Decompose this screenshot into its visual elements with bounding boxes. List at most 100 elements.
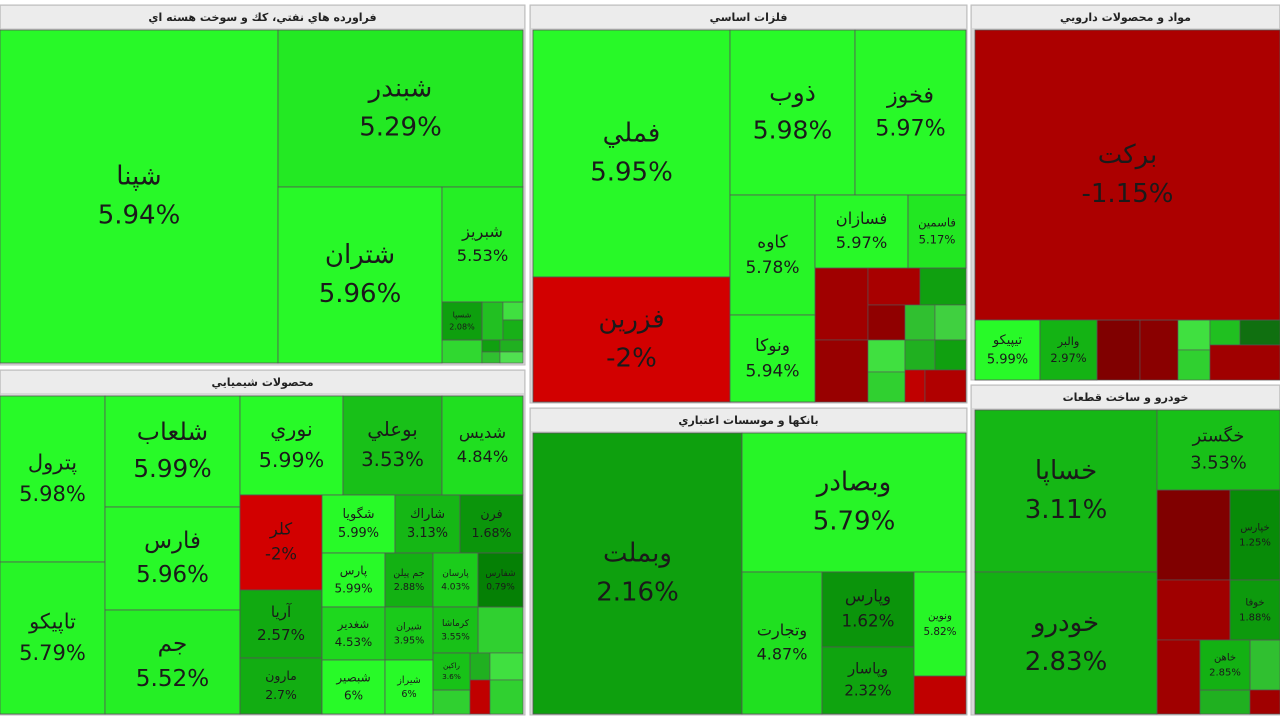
tile: [729, 314, 816, 403]
minor-tile: [814, 339, 869, 403]
tile-value-label: 5.82%: [923, 626, 956, 638]
minor-tile: [441, 339, 483, 364]
tile: [104, 506, 241, 611]
minor-tile: [924, 369, 967, 403]
tile-name: ذوب: [769, 78, 816, 108]
tile-value-label: 1.68%: [471, 525, 511, 540]
panel-title: خودرو و ساخت قطعات: [1063, 391, 1189, 404]
tile-value-label: 5.94%: [745, 361, 799, 381]
tile-value-label: 6%: [401, 689, 416, 700]
tile: [907, 194, 967, 269]
tile-name: تيپيكو: [992, 333, 1023, 348]
tile-name: فرن: [480, 506, 502, 522]
tile: [441, 186, 524, 303]
tile-name: ونوين: [928, 610, 952, 622]
tile-name: شغدير: [337, 617, 369, 632]
tile: [974, 319, 1041, 381]
tile: [854, 29, 967, 196]
tile: [321, 659, 386, 715]
tile: [321, 606, 386, 661]
tile-name: شديس: [459, 423, 506, 443]
panel-title: مواد و محصولات دارويي: [1060, 11, 1191, 24]
minor-tile: [1177, 319, 1211, 351]
tile-name: جم: [158, 631, 188, 657]
tile-name: شبندر: [367, 74, 433, 104]
panel-title: محصولات شيميايي: [211, 376, 313, 389]
tile-value-label: 2.85%: [1209, 668, 1241, 679]
tile-value-label: 2.57%: [257, 626, 305, 644]
tile: [104, 395, 241, 508]
minor-tile: [1156, 639, 1201, 715]
minor-tile: [1177, 349, 1211, 381]
tile-value-label: 1.25%: [1239, 538, 1271, 549]
tile: [104, 609, 241, 715]
tile-name: جم پيلن: [393, 568, 424, 579]
tile-name: راكين: [443, 661, 460, 670]
tile: [277, 29, 524, 188]
tile: [432, 552, 479, 608]
tile-name: شبریز: [461, 222, 503, 242]
tile: [532, 276, 731, 403]
tile-name: آريا: [271, 603, 292, 621]
tile-name: تاپيكو: [28, 609, 76, 633]
tile: [239, 589, 323, 659]
tile-value-label: 3.95%: [394, 636, 424, 647]
minor-tile: [432, 689, 471, 715]
tile-name: پارسان: [442, 569, 469, 579]
tile: [0, 561, 106, 715]
minor-tile: [1209, 319, 1241, 346]
tile-value-label: 5.99%: [259, 448, 324, 472]
tile-name: خاهن: [1214, 653, 1236, 664]
tile-value-label: 5.99%: [133, 454, 211, 483]
minor-tile: [499, 351, 524, 364]
panel-title: فراورده هاي نفتي، كك و سوخت هسته اي: [148, 11, 376, 24]
tile: [741, 571, 823, 715]
minor-tile: [469, 652, 491, 681]
minor-tile: [481, 301, 504, 341]
tile-value-label: 2.08%: [449, 323, 475, 332]
tile-name: وپاسار: [847, 659, 888, 677]
tile: [821, 571, 915, 648]
minor-tile: [919, 267, 967, 306]
tile: [1199, 639, 1251, 691]
tile: [384, 606, 434, 661]
tile: [814, 194, 909, 269]
tile: [821, 646, 915, 715]
tile-value-label: 5.98%: [753, 115, 832, 144]
tile-value-label: 5.78%: [745, 258, 799, 278]
tile: [342, 395, 443, 496]
tile-name: والبر: [1057, 334, 1080, 349]
tile-name: كرماشا: [442, 619, 470, 629]
minor-tile: [469, 679, 491, 715]
tile-value-label: 5.29%: [359, 113, 442, 143]
panel-header: [1, 371, 524, 393]
tile: [394, 494, 461, 554]
tile: [532, 29, 731, 278]
tile: [432, 606, 479, 654]
minor-tile: [867, 267, 921, 306]
tile-name: وبملت: [603, 539, 672, 569]
tile-name: فارس: [144, 528, 201, 554]
tile: [0, 29, 279, 364]
minor-tile: [481, 339, 501, 353]
tile-name: كلر: [269, 520, 292, 540]
tile: [321, 494, 396, 554]
tile-name: شبصير: [335, 671, 370, 686]
tile-name: وپارس: [845, 587, 891, 607]
tile-value-label: 3.53%: [361, 448, 424, 471]
minor-tile: [1249, 689, 1280, 715]
tile-name: پترول: [28, 450, 77, 474]
tile: [1229, 579, 1280, 641]
tile-name: شتران: [325, 240, 395, 270]
tile-value-label: 5.97%: [875, 116, 945, 142]
tile-name: شيراز: [396, 675, 421, 686]
tile-value-label: 4.84%: [457, 447, 508, 466]
tile: [913, 571, 967, 677]
tile-name: شفارس: [485, 569, 515, 579]
tile-name: بركت: [1098, 140, 1158, 170]
tile: [0, 395, 106, 563]
tile: [1229, 489, 1280, 581]
tile-name: شيران: [396, 621, 422, 632]
tile: [384, 659, 434, 715]
tile: [741, 432, 967, 573]
